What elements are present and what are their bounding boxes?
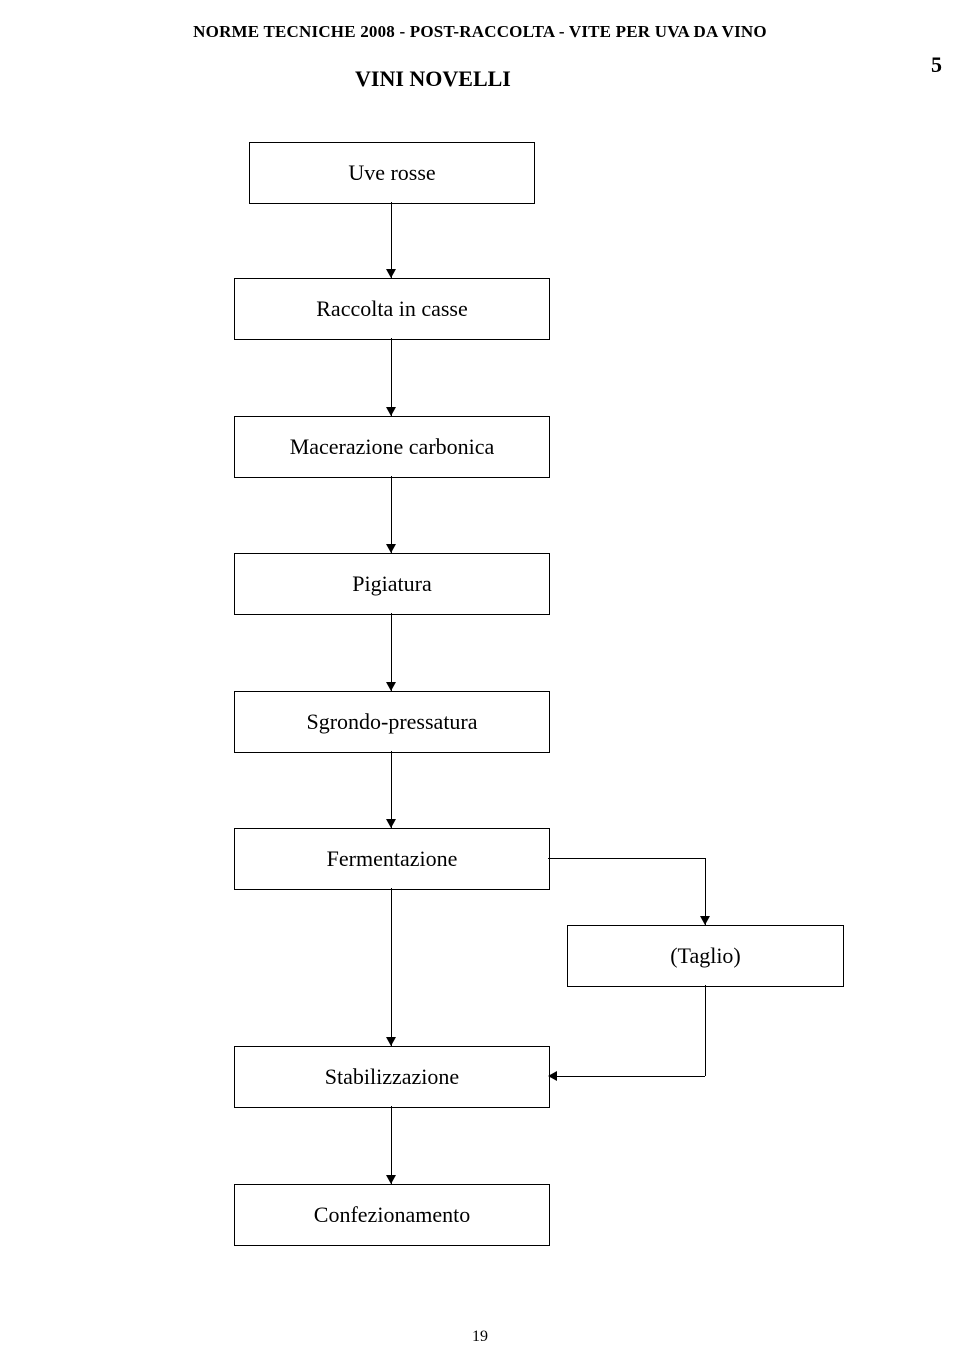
- arrow-left-icon: [548, 1071, 557, 1081]
- connector: [705, 858, 706, 925]
- arrow-down-icon: [386, 269, 396, 278]
- connector: [391, 613, 392, 691]
- page-number-section: 5: [931, 52, 942, 78]
- connector: [391, 476, 392, 553]
- arrow-down-icon: [700, 916, 710, 925]
- section-title: VINI NOVELLI: [355, 66, 511, 92]
- flow-node: Pigiatura: [234, 553, 550, 615]
- flow-node: Uve rosse: [249, 142, 535, 204]
- flow-node: Raccolta in casse: [234, 278, 550, 340]
- flow-node: Fermentazione: [234, 828, 550, 890]
- connector: [391, 888, 392, 1046]
- page: NORME TECNICHE 2008 - POST-RACCOLTA - VI…: [0, 0, 960, 1364]
- connector: [391, 338, 392, 416]
- flow-node: Sgrondo-pressatura: [234, 691, 550, 753]
- connector: [548, 858, 705, 859]
- arrow-down-icon: [386, 682, 396, 691]
- connector: [391, 202, 392, 278]
- flow-node: Stabilizzazione: [234, 1046, 550, 1108]
- connector: [557, 1076, 705, 1077]
- arrow-down-icon: [386, 1037, 396, 1046]
- document-header: NORME TECNICHE 2008 - POST-RACCOLTA - VI…: [0, 22, 960, 42]
- arrow-down-icon: [386, 407, 396, 416]
- flow-node: (Taglio): [567, 925, 844, 987]
- connector: [705, 985, 706, 1076]
- connector: [391, 751, 392, 828]
- arrow-down-icon: [386, 1175, 396, 1184]
- connector: [391, 1106, 392, 1184]
- page-number-footer: 19: [0, 1328, 960, 1346]
- arrow-down-icon: [386, 819, 396, 828]
- arrow-down-icon: [386, 544, 396, 553]
- flow-node: Macerazione carbonica: [234, 416, 550, 478]
- flow-node: Confezionamento: [234, 1184, 550, 1246]
